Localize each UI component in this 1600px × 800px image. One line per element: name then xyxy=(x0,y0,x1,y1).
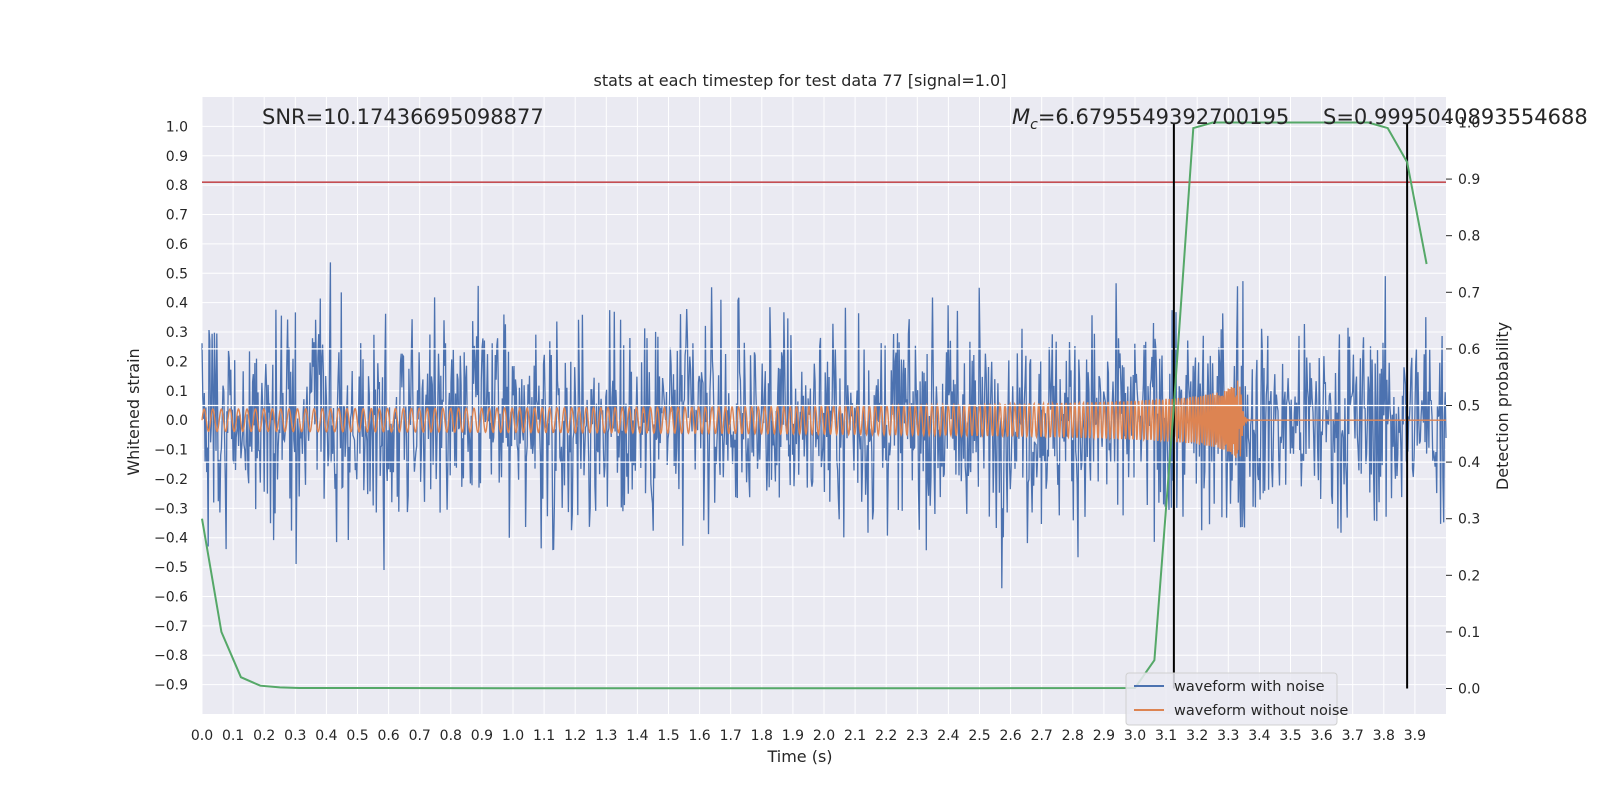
x-tick-label: 2.1 xyxy=(844,728,866,744)
snr-annotation: SNR=10.17436695098877 xyxy=(262,105,544,129)
x-tick-label: 0.4 xyxy=(315,728,337,744)
y2-tick-label: 0.5 xyxy=(1458,399,1480,415)
x-tick-label: 0.9 xyxy=(471,728,493,744)
x-tick-label: 2.4 xyxy=(937,728,959,744)
x-tick-label: 3.9 xyxy=(1404,728,1426,744)
y2-tick-label: 0.0 xyxy=(1458,682,1480,698)
x-tick-label: 0.8 xyxy=(440,728,462,744)
y-tick-label: 0.9 xyxy=(166,149,188,165)
x-tick-label: 0.0 xyxy=(191,728,213,744)
x-tick-label: 3.4 xyxy=(1248,728,1270,744)
x-tick-label: 3.0 xyxy=(1124,728,1146,744)
y-tick-label: 0.4 xyxy=(166,296,188,312)
x-tick-label: 1.1 xyxy=(533,728,555,744)
x-tick-label: 3.7 xyxy=(1342,728,1364,744)
x-tick-label: 3.6 xyxy=(1310,728,1332,744)
y-axis-label: Whitened strain xyxy=(124,348,143,475)
mc-symbol: M xyxy=(1012,105,1030,129)
x-tick-label: 3.8 xyxy=(1373,728,1395,744)
y-tick-label: 1.0 xyxy=(166,119,188,135)
x-tick-label: 3.2 xyxy=(1186,728,1208,744)
y-axis-ticks: 1.0 0.9 0.8 0.7 0.6 0.5 0.4 0.3 0.2 0.1 0.0 −0.1 −0.… xyxy=(154,119,188,693)
x-tick-label: 0.2 xyxy=(253,728,275,744)
series-waveform-with-noise xyxy=(201,262,1447,589)
line-waveform-with-noise xyxy=(201,262,1447,589)
y-tick-label: 0.3 xyxy=(166,325,188,341)
y-tick-label: −0.7 xyxy=(154,619,188,635)
y2-tick-label: 0.4 xyxy=(1458,455,1480,471)
x-tick-label: 0.5 xyxy=(346,728,368,744)
y-tick-label: 0.5 xyxy=(166,266,188,282)
x-tick-label: 2.3 xyxy=(906,728,928,744)
legend-box xyxy=(1125,672,1338,726)
y-tick-label: −0.6 xyxy=(154,589,188,605)
x-tick-label: 0.6 xyxy=(377,728,399,744)
mc-value: =6.6795549392700195 xyxy=(1038,105,1289,129)
x-tick-label: 3.3 xyxy=(1217,728,1239,744)
x-tick-label: 2.7 xyxy=(1031,728,1053,744)
y2-tick-label: 0.9 xyxy=(1458,172,1480,188)
y-tick-label: −0.9 xyxy=(154,678,188,694)
line-waveform-without-noise xyxy=(201,380,1446,458)
y-tick-label: −0.3 xyxy=(154,501,188,517)
x-tick-label: 1.3 xyxy=(595,728,617,744)
series-waveform-without-noise xyxy=(201,380,1446,458)
x-tick-label: 2.9 xyxy=(1093,728,1115,744)
y-tick-label: −0.1 xyxy=(154,443,188,459)
legend-label-noise: waveform with noise xyxy=(1174,679,1325,695)
x-axis-label: Time (s) xyxy=(766,747,832,766)
y2-tick-label: 0.7 xyxy=(1458,285,1480,301)
x-tick-label: 1.7 xyxy=(720,728,742,744)
x-tick-label: 0.1 xyxy=(222,728,244,744)
x-tick-label: 3.1 xyxy=(1155,728,1177,744)
x-tick-label: 2.5 xyxy=(968,728,990,744)
y-tick-label: 0.0 xyxy=(166,413,188,429)
y2-tick-label: 1.0 xyxy=(1458,115,1480,131)
y-tick-label: −0.4 xyxy=(154,531,188,547)
x-tick-label: 1.5 xyxy=(657,728,679,744)
x-tick-label: 2.0 xyxy=(813,728,835,744)
x-tick-label: 2.8 xyxy=(1062,728,1084,744)
y-tick-label: −0.5 xyxy=(154,560,188,576)
y-tick-label: 0.7 xyxy=(166,208,188,224)
y-tick-label: 0.6 xyxy=(166,237,188,253)
y2-axis-ticks: 1.0 0.9 0.8 0.7 0.6 0.5 0.4 0.3 0.2 0.1 0.0 xyxy=(1446,115,1480,698)
y2-tick-label: 0.2 xyxy=(1458,568,1480,584)
x-tick-label: 1.2 xyxy=(564,728,586,744)
y-tick-label: −0.8 xyxy=(154,648,188,664)
y2-tick-label: 0.8 xyxy=(1458,229,1480,245)
y-tick-label: −0.2 xyxy=(154,472,188,488)
x-axis-ticks: 0.0 0.1 0.2 0.3 0.4 0.5 0.6 0.7 0.8 0.9 1.0 1.1 1.2 1… xyxy=(191,728,1426,744)
y-tick-label: 0.8 xyxy=(166,178,188,194)
y2-tick-label: 0.1 xyxy=(1458,625,1480,641)
legend-label-clean: waveform without noise xyxy=(1174,703,1348,719)
x-tick-label: 1.0 xyxy=(502,728,524,744)
y2-tick-label: 0.6 xyxy=(1458,342,1480,358)
mc-annotation: Mc=6.6795549392700195 xyxy=(1012,105,1289,133)
x-tick-label: 3.5 xyxy=(1279,728,1301,744)
chart-title: stats at each timestep for test data 77 … xyxy=(594,71,1007,90)
x-tick-label: 1.4 xyxy=(626,728,648,744)
s-annotation: S=0.9995040893554688 xyxy=(1323,105,1588,129)
x-tick-label: 0.3 xyxy=(284,728,306,744)
legend: waveform with noise waveform without noi… xyxy=(1125,672,1348,726)
y2-tick-label: 0.3 xyxy=(1458,512,1480,528)
x-tick-label: 0.7 xyxy=(409,728,431,744)
x-tick-label: 1.8 xyxy=(751,728,773,744)
x-tick-label: 1.9 xyxy=(782,728,804,744)
y2-axis-label: Detection probability xyxy=(1493,322,1512,490)
x-tick-label: 2.6 xyxy=(999,728,1021,744)
x-tick-label: 2.2 xyxy=(875,728,897,744)
y-tick-label: 0.2 xyxy=(166,354,188,370)
mc-subscript: c xyxy=(1030,117,1038,133)
y-tick-label: 0.1 xyxy=(166,384,188,400)
x-tick-label: 1.6 xyxy=(688,728,710,744)
